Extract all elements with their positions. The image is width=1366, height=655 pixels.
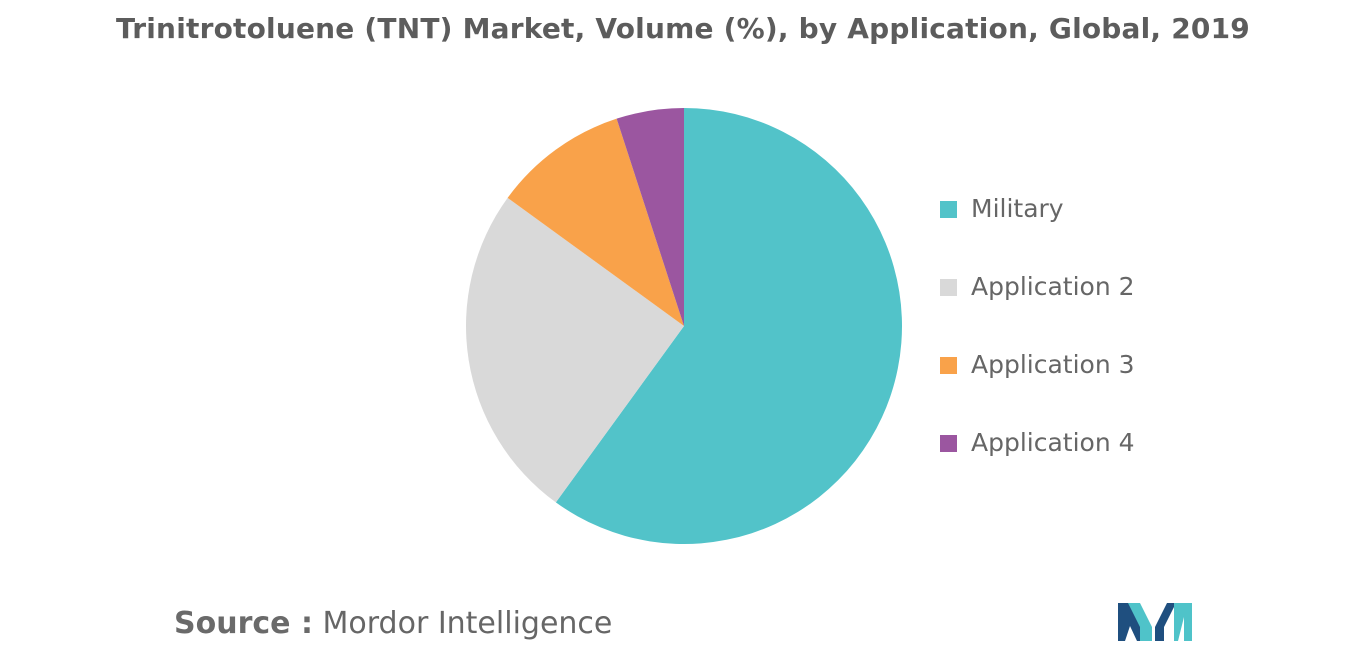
pie-slice-military bbox=[555, 108, 902, 544]
pie-chart bbox=[466, 108, 902, 544]
chart-title: Trinitrotoluene (TNT) Market, Volume (%)… bbox=[116, 12, 1250, 45]
legend-item-military: Military bbox=[940, 190, 1135, 268]
legend-swatch bbox=[940, 201, 957, 218]
legend-label: Military bbox=[971, 194, 1064, 223]
pie-slice-application-2 bbox=[466, 197, 684, 503]
source-value: Mordor Intelligence bbox=[322, 606, 613, 641]
legend-item-application-2: Application 2 bbox=[940, 268, 1135, 346]
source-note: Source : Mordor Intelligence bbox=[174, 606, 612, 641]
source-key: Source : bbox=[174, 606, 313, 641]
legend-label: Application 4 bbox=[971, 428, 1135, 457]
pie-slice-application-4 bbox=[616, 108, 684, 326]
pie-svg bbox=[466, 108, 902, 544]
legend-swatch bbox=[940, 279, 957, 296]
legend-swatch bbox=[940, 357, 957, 374]
legend-label: Application 2 bbox=[971, 272, 1135, 301]
mordor-intelligence-logo-icon bbox=[1118, 603, 1192, 641]
pie-slice-application-3 bbox=[507, 118, 684, 326]
chart-legend: Military Application 2 Application 3 Applic… bbox=[940, 190, 1135, 502]
legend-label: Application 3 bbox=[971, 350, 1135, 379]
legend-item-application-4: Application 4 bbox=[940, 424, 1135, 502]
legend-swatch bbox=[940, 435, 957, 452]
legend-item-application-3: Application 3 bbox=[940, 346, 1135, 424]
